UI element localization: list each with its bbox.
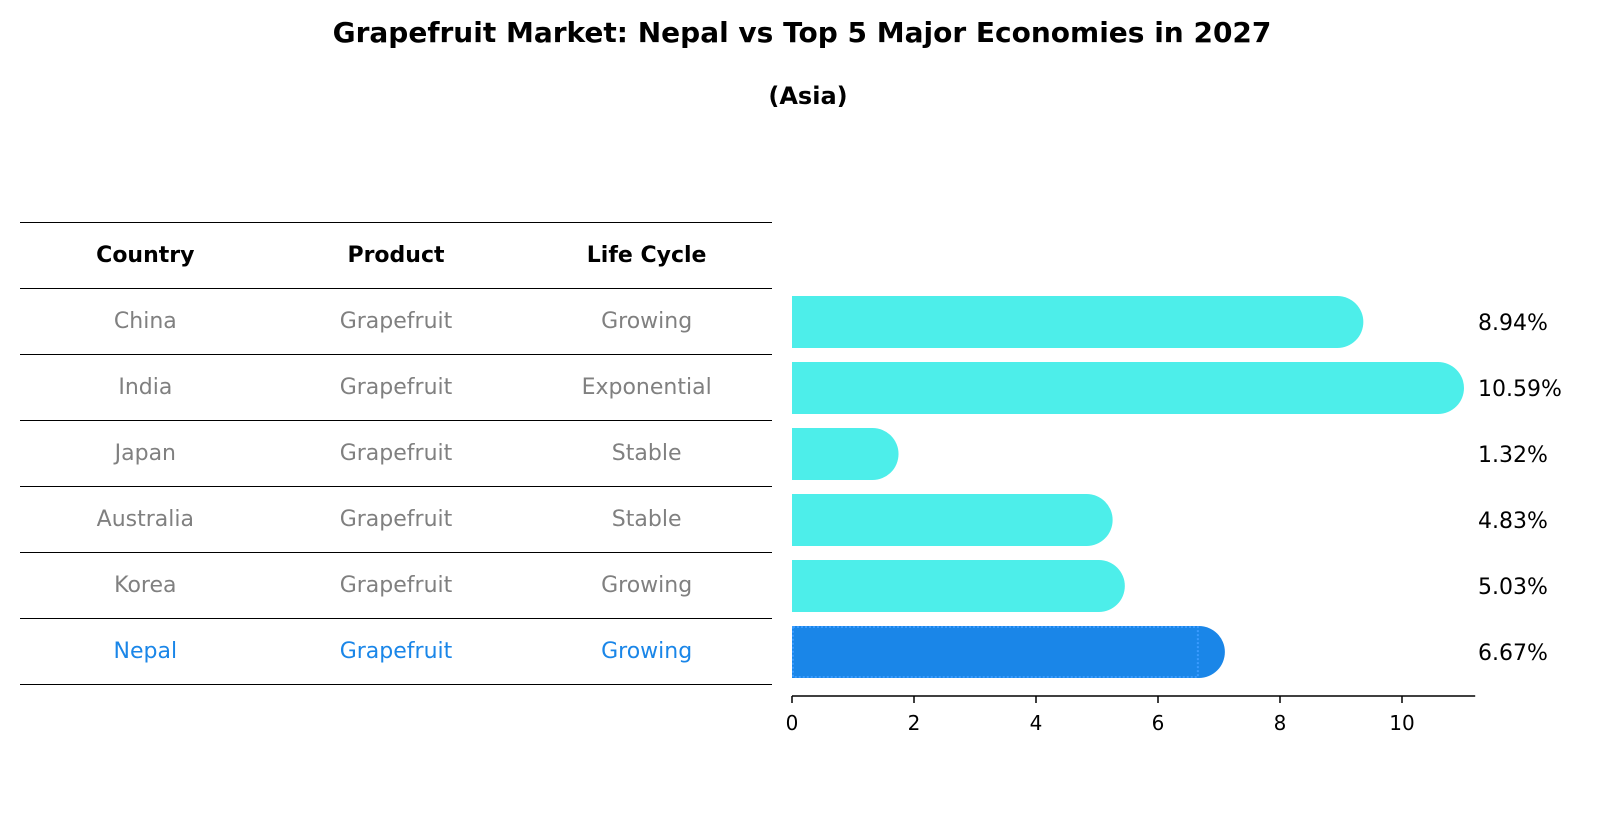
bar-korea <box>792 560 1125 612</box>
table-row: China Grapefruit Growing <box>20 288 772 354</box>
cell-country: India <box>118 375 173 400</box>
bar-australia <box>792 494 1113 546</box>
header-product: Product <box>347 243 445 268</box>
cell-product: Grapefruit <box>339 441 453 466</box>
chart-subtitle: (Asia) <box>768 82 848 110</box>
table-row: India Grapefruit Exponential <box>20 354 772 420</box>
value-label-china: 8.94% <box>1478 311 1548 336</box>
cell-product: Grapefruit <box>339 639 453 664</box>
cell-country: Nepal <box>113 639 178 664</box>
cell-life-cycle: Exponential <box>581 375 712 400</box>
table-row-highlight: Nepal Grapefruit Growing <box>20 618 772 685</box>
x-tick-label: 4 <box>1030 711 1043 735</box>
cell-country: Japan <box>114 441 176 466</box>
cell-product: Grapefruit <box>339 375 453 400</box>
market-table: Country Product Life Cycle China Grapefr… <box>20 222 772 685</box>
table-row: Korea Grapefruit Growing <box>20 552 772 618</box>
bar-nepal <box>792 626 1225 678</box>
cell-life-cycle: Growing <box>601 573 693 598</box>
x-tick-label: 8 <box>1274 711 1287 735</box>
chart-title: Grapefruit Market: Nepal vs Top 5 Major … <box>332 16 1272 49</box>
x-tick-label: 10 <box>1389 711 1414 735</box>
cell-country: China <box>113 309 177 334</box>
bar-india <box>792 362 1464 414</box>
table-row: Australia Grapefruit Stable <box>20 486 772 552</box>
value-label-nepal: 6.67% <box>1478 641 1548 666</box>
cell-country: Korea <box>114 573 177 598</box>
value-label-india: 10.59% <box>1478 377 1562 402</box>
x-tick-label: 0 <box>786 711 799 735</box>
table-row: Japan Grapefruit Stable <box>20 420 772 486</box>
x-tick-label: 6 <box>1152 711 1165 735</box>
cell-product: Grapefruit <box>339 309 453 334</box>
value-label-australia: 4.83% <box>1478 509 1548 534</box>
cell-product: Grapefruit <box>339 573 453 598</box>
cell-life-cycle: Growing <box>601 639 693 664</box>
table-header-row: Country Product Life Cycle <box>20 222 772 288</box>
cell-life-cycle: Growing <box>601 309 693 334</box>
bar-japan <box>792 428 899 480</box>
bar-highlight-outline <box>792 626 1199 678</box>
bar-china <box>792 296 1364 348</box>
cell-country: Australia <box>96 507 194 532</box>
header-country: Country <box>96 243 195 268</box>
cell-life-cycle: Stable <box>611 441 682 466</box>
x-tick-label: 2 <box>908 711 921 735</box>
value-label-japan: 1.32% <box>1478 443 1548 468</box>
header-life-cycle: Life Cycle <box>586 243 707 268</box>
value-label-korea: 5.03% <box>1478 575 1548 600</box>
cell-life-cycle: Stable <box>611 507 682 532</box>
cell-product: Grapefruit <box>339 507 453 532</box>
